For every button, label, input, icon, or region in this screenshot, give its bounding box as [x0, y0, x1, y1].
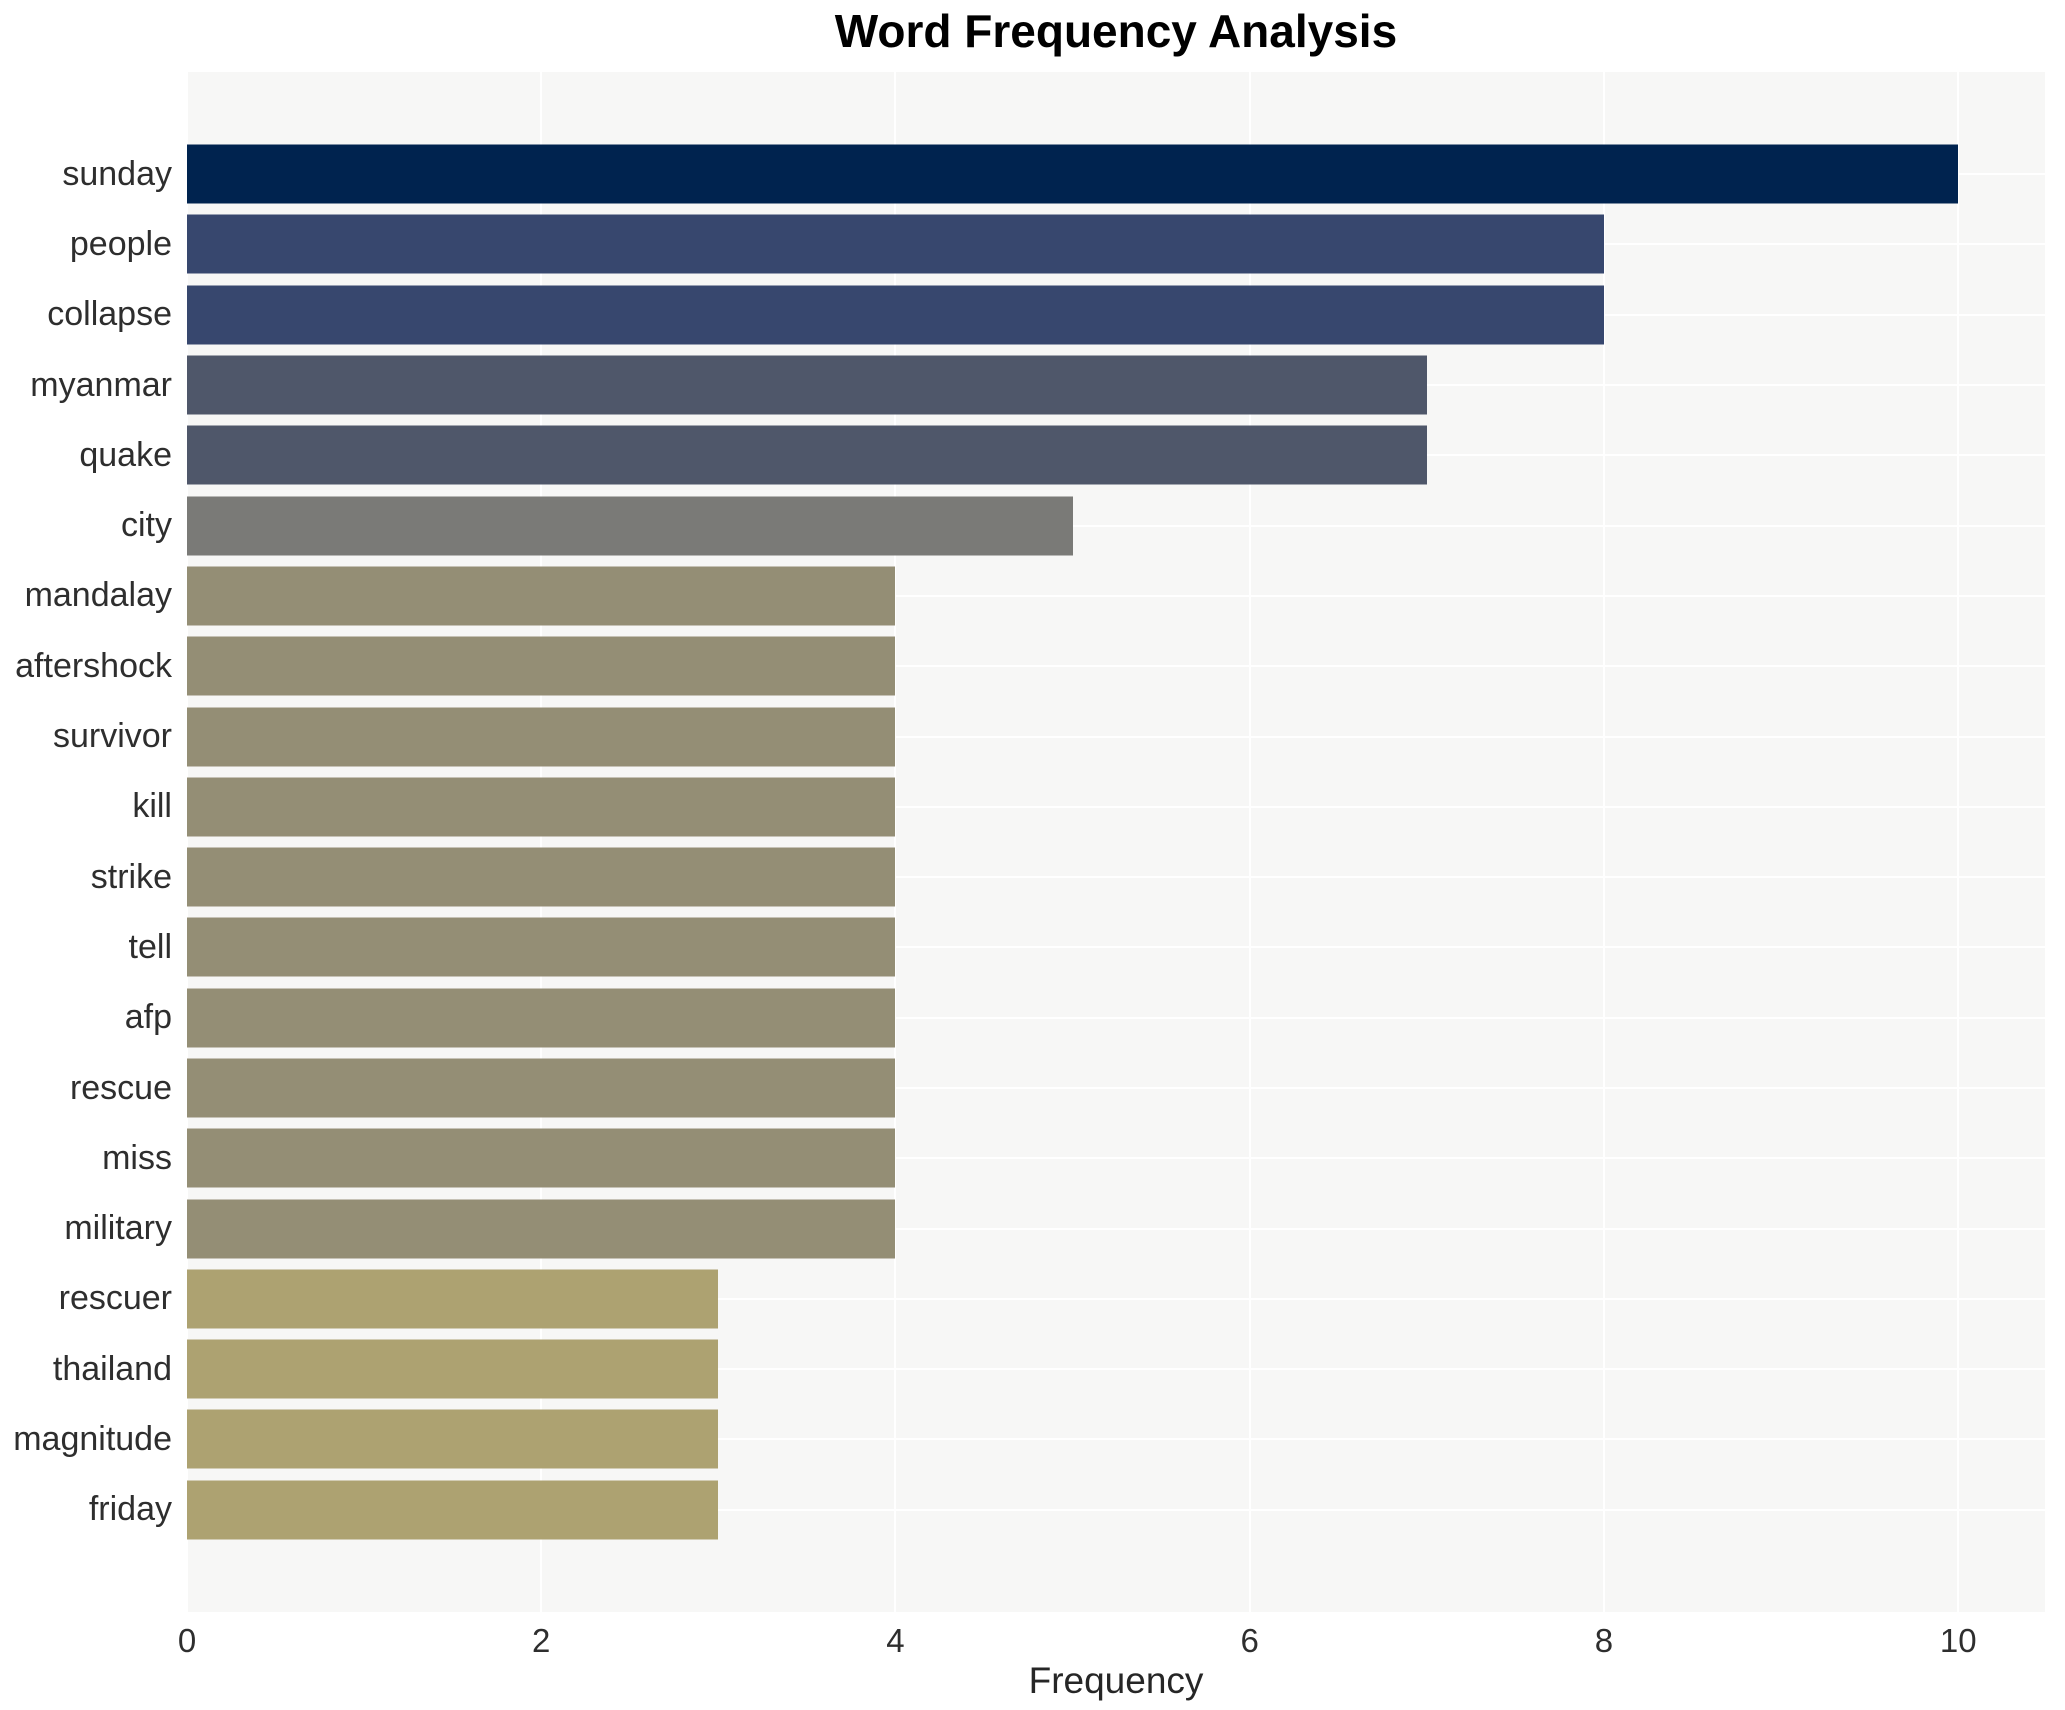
y-axis-label-military: military — [64, 1209, 172, 1248]
bar-row-collapse — [187, 280, 2045, 350]
bar-row-mandalay — [187, 561, 2045, 631]
gridline-x-10 — [1957, 72, 1960, 1612]
gridline-y-magnitude — [187, 1438, 2045, 1441]
bar-strike — [187, 847, 896, 907]
y-axis-label-magnitude: magnitude — [13, 1419, 172, 1458]
gridline-y-kill — [187, 805, 2045, 808]
plot-area — [186, 72, 2045, 1612]
y-axis-label-miss: miss — [102, 1138, 172, 1177]
x-tick-label-4: 4 — [886, 1622, 905, 1659]
gridline-y-afp — [187, 1016, 2045, 1019]
gridline-x-8 — [1602, 72, 1605, 1612]
y-axis-label-kill: kill — [132, 787, 172, 826]
gridline-y-rescuer — [187, 1297, 2045, 1300]
x-tick-label-2: 2 — [532, 1622, 551, 1659]
bar-row-quake — [187, 420, 2045, 490]
gridline-x-2 — [540, 72, 543, 1612]
gridline-y-military — [187, 1227, 2045, 1230]
y-axis-label-myanmar: myanmar — [30, 365, 172, 404]
bar-afp — [187, 988, 896, 1048]
bar-row-magnitude — [187, 1404, 2045, 1474]
bar-row-afp — [187, 983, 2045, 1053]
x-tick-label-0: 0 — [177, 1622, 197, 1659]
bar-row-military — [187, 1193, 2045, 1263]
y-axis-label-sunday: sunday — [62, 154, 172, 193]
bar-row-people — [187, 209, 2045, 279]
y-axis-label-thailand: thailand — [52, 1349, 172, 1388]
gridline-x-4 — [894, 72, 897, 1612]
gridline-y-tell — [187, 946, 2045, 949]
bars-container — [187, 72, 2045, 1612]
gridline-y-mandalay — [187, 594, 2045, 597]
gridline-y-city — [187, 524, 2045, 527]
bar-row-rescue — [187, 1053, 2045, 1123]
bar-friday — [187, 1480, 719, 1540]
bar-military — [187, 1199, 896, 1259]
x-axis-title: Frequency — [1028, 1660, 1204, 1701]
y-axis-label-city: city — [121, 506, 172, 545]
bar-rescue — [187, 1058, 896, 1118]
x-axis-tick-labels: 0 2 4 6 8 10 — [178, 1622, 2045, 1664]
bar-row-kill — [187, 772, 2045, 842]
gridline-y-thailand — [187, 1368, 2045, 1371]
y-axis-label-survivor: survivor — [52, 717, 172, 756]
y-axis-label-tell: tell — [128, 927, 172, 966]
bar-row-city — [187, 490, 2045, 560]
bar-row-sunday — [187, 139, 2045, 209]
y-axis-label-aftershock: aftershock — [15, 646, 172, 685]
gridline-y-friday — [187, 1508, 2045, 1511]
x-tick-label-8: 8 — [1594, 1622, 1614, 1659]
chart-title: Word Frequency Analysis — [834, 5, 1398, 57]
y-axis-label-rescuer: rescuer — [58, 1279, 172, 1318]
bar-city — [187, 496, 1073, 556]
y-axis-label-mandalay: mandalay — [24, 576, 172, 615]
x-tick-label-6: 6 — [1240, 1622, 1259, 1659]
bar-sunday — [187, 144, 1959, 204]
y-axis-label-quake: quake — [79, 435, 172, 474]
bar-survivor — [187, 707, 896, 767]
bar-myanmar — [187, 355, 1427, 415]
bar-tell — [187, 917, 896, 977]
bar-row-friday — [187, 1475, 2045, 1545]
x-tick-label-10: 10 — [1939, 1622, 1977, 1659]
y-axis-label-rescue: rescue — [69, 1068, 172, 1107]
bar-row-myanmar — [187, 350, 2045, 420]
bar-row-rescuer — [187, 1264, 2045, 1334]
bar-kill — [187, 777, 896, 837]
y-axis-labels: sunday people collapse myanmar quake city mand… — [0, 72, 172, 1612]
bar-row-aftershock — [187, 631, 2045, 701]
bar-row-strike — [187, 842, 2045, 912]
y-axis-label-people: people — [69, 224, 172, 263]
bar-magnitude — [187, 1409, 719, 1469]
y-axis-label-afp: afp — [124, 998, 172, 1037]
y-axis-label-strike: strike — [90, 857, 172, 896]
bar-people — [187, 214, 1604, 274]
bar-row-thailand — [187, 1334, 2045, 1404]
bar-miss — [187, 1128, 896, 1188]
gridline-y-survivor — [187, 735, 2045, 738]
y-axis-label-friday: friday — [88, 1490, 172, 1529]
gridline-y-rescue — [187, 1087, 2045, 1089]
bar-rescuer — [187, 1269, 719, 1329]
bar-thailand — [187, 1339, 719, 1399]
gridline-x-0 — [186, 72, 188, 1612]
bar-row-survivor — [187, 701, 2045, 771]
gridline-y-strike — [187, 876, 2045, 879]
gridline-y-aftershock — [187, 665, 2045, 668]
bar-aftershock — [187, 636, 896, 696]
y-axis-label-collapse: collapse — [47, 295, 172, 334]
bar-row-tell — [187, 912, 2045, 982]
gridline-x-6 — [1248, 72, 1251, 1612]
bar-mandalay — [187, 566, 896, 626]
bar-collapse — [187, 285, 1604, 345]
gridline-y-miss — [187, 1157, 2045, 1160]
bar-quake — [187, 425, 1427, 485]
bar-row-miss — [187, 1123, 2045, 1193]
